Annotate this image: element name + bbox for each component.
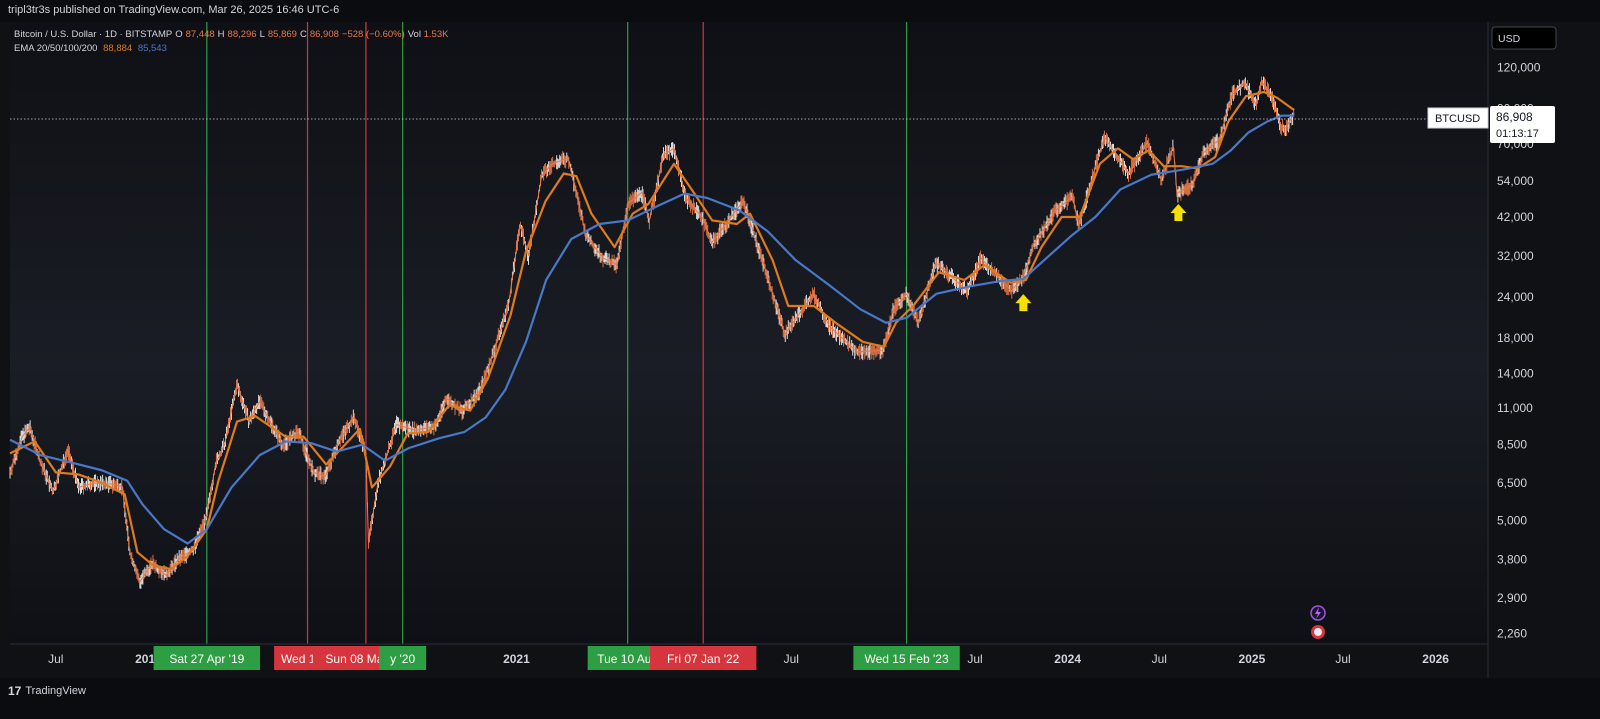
time-tick: 2026: [1422, 652, 1449, 666]
price-tick: 2,900: [1497, 591, 1527, 605]
up-arrow-icon: [1015, 294, 1032, 312]
time-tick: 2024: [1054, 652, 1081, 666]
symbol-label: BTCUSD: [1435, 113, 1480, 125]
symbol-legend[interactable]: Bitcoin / U.S. Dollar · 1D · BITSTAMP O 87…: [14, 29, 451, 40]
last-price-value: 86,908: [1496, 110, 1533, 124]
publish-header: tripl3tr3s published on TradingView.com,…: [0, 0, 1600, 22]
event-date-box: [853, 646, 960, 670]
tradingview-logo[interactable]: 17 TradingView: [8, 684, 86, 698]
ema-legend[interactable]: EMA 20/50/100/200 88,884 85,543: [14, 43, 170, 54]
price-tick: 14,000: [1497, 367, 1534, 381]
publish-info: tripl3tr3s published on TradingView.com,…: [8, 4, 340, 16]
ema-label: EMA 20/50/100/200: [14, 43, 98, 54]
ema-value-1: 88,884: [103, 43, 133, 54]
ohlc-close: C 86,908: [299, 29, 339, 40]
time-tick: Jul: [967, 652, 982, 666]
up-arrow-icon: [1170, 203, 1187, 221]
tradingview-brand: TradingView: [25, 685, 86, 697]
footer-bar: [0, 678, 1600, 719]
event-date-label[interactable]: y '20: [379, 646, 427, 670]
symbol-title: Bitcoin / U.S. Dollar · 1D · BITSTAMP: [14, 29, 173, 40]
ohlc-high: H 88,296: [217, 29, 257, 40]
price-tick: 6,500: [1497, 476, 1527, 490]
price-tick: 18,000: [1497, 331, 1534, 345]
price-chart[interactable]: 120,00090,00070,00054,00042,00032,00024,…: [0, 22, 1600, 678]
time-tick: 2021: [503, 652, 530, 666]
event-date-box: [153, 646, 261, 670]
price-tick: 24,000: [1497, 290, 1534, 304]
time-tick: Jul: [784, 652, 799, 666]
ema-short-line: [9, 90, 1295, 571]
currency-badge[interactable]: USD: [1491, 26, 1557, 50]
time-tick: Jul: [48, 652, 63, 666]
price-tick: 120,000: [1497, 60, 1541, 74]
volume: Vol 1.53K: [407, 29, 449, 40]
event-date-text: Tue 10 Aug: [597, 652, 658, 666]
time-tick: Jul: [1335, 652, 1350, 666]
currency-label: USD: [1498, 33, 1521, 45]
lightning-bolt-icon: [1315, 607, 1321, 619]
price-change: −528 (−0.60%): [341, 29, 405, 40]
event-date-box: [379, 646, 427, 670]
price-tick: 5,000: [1497, 513, 1527, 527]
last-price-badge: BTCUSD 86,908 01:13:17: [1427, 106, 1555, 143]
event-date-text: Fri 07 Jan '22: [667, 652, 740, 666]
price-tick: 54,000: [1497, 174, 1534, 188]
price-tick: 2,260: [1497, 627, 1527, 641]
event-date-text: Wed 15 Feb '23: [865, 652, 949, 666]
event-date-text: Sat 27 Apr '19: [169, 652, 244, 666]
tradingview-mark-icon: 17: [8, 684, 22, 698]
ohlc-open: O 87,448: [175, 29, 215, 40]
event-icons[interactable]: [1310, 605, 1326, 639]
event-date-label[interactable]: Fri 07 Jan '22: [649, 646, 757, 670]
price-tick: 8,500: [1497, 438, 1527, 452]
event-date-box: [649, 646, 757, 670]
price-tick: 11,000: [1497, 401, 1533, 415]
plot-area[interactable]: [10, 22, 1488, 644]
event-date-text: y '20: [390, 652, 415, 666]
price-tick: 32,000: [1497, 249, 1534, 263]
ohlc-low: L 85,869: [259, 29, 297, 40]
time-tick: 2025: [1239, 652, 1266, 666]
time-tick: Jul: [1152, 652, 1167, 666]
event-date-label[interactable]: Sat 27 Apr '19: [153, 646, 261, 670]
ema-value-2: 85,543: [137, 43, 167, 54]
bar-countdown: 01:13:17: [1496, 128, 1539, 140]
price-tick: 3,800: [1497, 552, 1527, 566]
ema-long-line: [9, 114, 1295, 545]
event-date-label[interactable]: Wed 15 Feb '23: [853, 646, 960, 670]
price-tick: 42,000: [1497, 210, 1534, 224]
